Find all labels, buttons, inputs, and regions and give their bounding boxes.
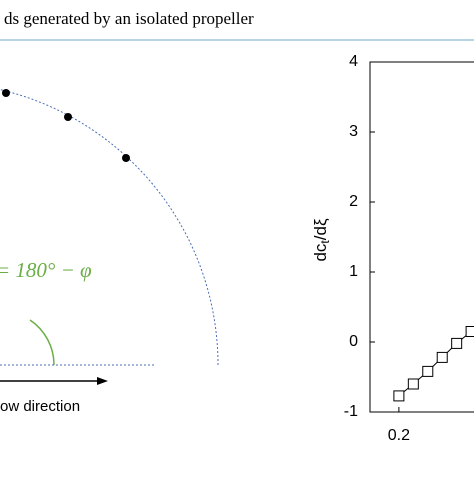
point [64,113,72,121]
y-label-main: dc [311,243,330,261]
plot-frame [369,61,474,413]
y-tick-label: 0 [349,333,358,350]
header-title: ds generated by an isolated propeller [4,9,254,28]
marker [436,351,448,363]
marker [393,390,405,402]
y-tick-label: -1 [344,403,358,420]
angle-label: = 180° − φ [0,258,92,282]
y-label-sub: t [318,240,332,244]
marker [407,378,419,390]
y-label-tail: /dξ [311,218,330,240]
y-tick-label: 4 [349,53,358,70]
x-tick-label: 0.2 [388,427,410,444]
angle-arc [29,319,55,366]
marker [451,337,463,349]
y-tick-label: 1 [349,263,358,280]
point [122,154,130,162]
point [2,89,10,97]
propeller-arc [0,89,219,366]
marker [422,365,434,377]
y-tick-label: 3 [349,123,358,140]
y-axis-label: dct/dξ [311,218,332,261]
flow-arrowhead [97,377,108,385]
y-tick-label: 2 [349,193,358,210]
marker [465,326,474,337]
flow-label: ow direction [0,398,80,415]
